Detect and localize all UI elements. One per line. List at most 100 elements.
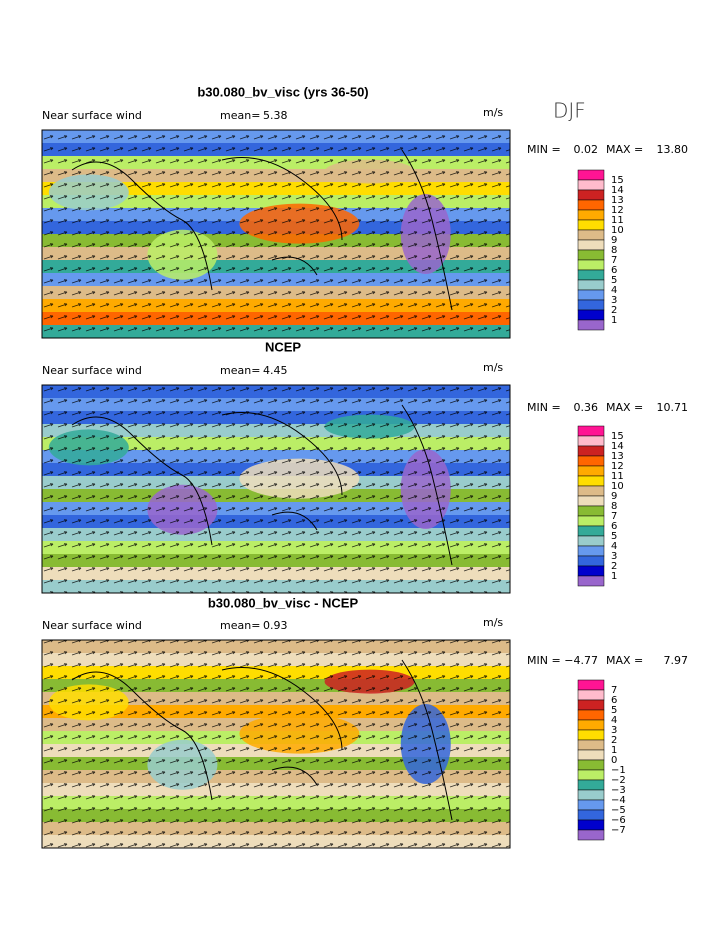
colorbar-label: 4 [611,715,617,726]
colorbar-box [577,269,605,281]
colorbar-box [577,179,605,191]
colorbar-box [577,209,605,221]
colorbar-box [577,289,605,301]
colorbar-label: 13 [611,451,624,462]
mean-value: 0.93 [263,619,288,632]
colorbar-box [577,739,605,751]
colorbar-box [577,555,605,567]
colorbar-box [577,445,605,457]
colorbar-box [577,199,605,211]
colorbar-label: 12 [611,205,624,216]
colorbar-label: 1 [611,571,617,582]
colorbar-label: −5 [611,805,626,816]
colorbar-box [577,749,605,761]
min-label: MIN = [527,143,561,156]
colorbar-box [577,789,605,801]
colorbar-box [577,769,605,781]
units: m/s [483,616,503,629]
mean-label: mean= [220,619,260,632]
colorbar-box [577,505,605,517]
panel-title: NCEP [265,339,301,354]
colorbar-box [577,475,605,487]
colorbar-label: 7 [611,511,617,522]
field-label: Near surface wind [42,619,142,632]
colorbar-label: 2 [611,561,617,572]
colorbar-label: 6 [611,695,617,706]
min-value: −4.77 [564,654,598,667]
colorbar-label: 1 [611,745,617,756]
colorbar-box [577,495,605,507]
colorbar-box [577,465,605,477]
max-value: 7.97 [664,654,689,667]
colorbar-box [577,435,605,447]
map-panel [41,384,511,594]
colorbar-box [577,679,605,691]
mean-value: 4.45 [263,364,288,377]
colorbar-box [577,819,605,831]
mean-label: mean= [220,109,260,122]
mean-value: 5.38 [263,109,288,122]
colorbar-label: −3 [611,785,626,796]
colorbar-box [577,249,605,261]
colorbar-label: 5 [611,531,617,542]
panel-title: b30.080_bv_visc - NCEP [208,595,359,610]
colorbar-box [577,535,605,547]
max-label: MAX = [606,654,643,667]
colorbar-label: 2 [611,305,617,316]
map-frame [41,639,511,849]
colorbar-label: 3 [611,551,617,562]
colorbar-label: 7 [611,685,617,696]
map-panel [41,129,511,339]
colorbar-box [577,809,605,821]
colorbar-label: 13 [611,195,624,206]
colorbar-box [577,799,605,811]
colorbar-label: 3 [611,725,617,736]
colorbar-label: 1 [611,315,617,326]
panel-title: b30.080_bv_visc (yrs 36-50) [197,84,368,99]
colorbar-label: 2 [611,735,617,746]
colorbar-box [577,575,605,587]
colorbar-box [577,219,605,231]
colorbar-label: 10 [611,481,624,492]
colorbar-label: 15 [611,431,624,442]
colorbar-box [577,729,605,741]
colorbar-label: 5 [611,275,617,286]
colorbar-box [577,259,605,271]
units: m/s [483,106,503,119]
colorbar-box [577,719,605,731]
colorbar-box [577,545,605,557]
units: m/s [483,361,503,374]
max-value: 13.80 [657,143,689,156]
colorbar-label: −1 [611,765,626,776]
max-label: MAX = [606,143,643,156]
max-label: MAX = [606,401,643,414]
colorbar-box [577,829,605,841]
colorbar-label: 14 [611,185,624,196]
colorbar-label: 12 [611,461,624,472]
colorbar-label: 0 [611,755,617,766]
colorbar-box [577,425,605,437]
colorbar-label: 11 [611,215,624,226]
map-panel [41,639,511,849]
colorbar-label: −7 [611,825,626,836]
colorbar-box [577,169,605,181]
colorbar-label: 15 [611,175,624,186]
colorbar-label: 5 [611,705,617,716]
colorbar-label: 6 [611,521,617,532]
field-label: Near surface wind [42,364,142,377]
mean-label: mean= [220,364,260,377]
colorbar-box [577,309,605,321]
colorbar-label: 10 [611,225,624,236]
wind-vectors [42,130,510,338]
colorbar-box [577,319,605,331]
colorbar-label: 8 [611,245,617,256]
min-value: 0.36 [574,401,599,414]
colorbar-box [577,455,605,467]
colorbar-box [577,515,605,527]
colorbar-box [577,699,605,711]
colorbar-label: 14 [611,441,624,452]
colorbar-label: 11 [611,471,624,482]
colorbar-box [577,759,605,771]
colorbar-label: −2 [611,775,626,786]
